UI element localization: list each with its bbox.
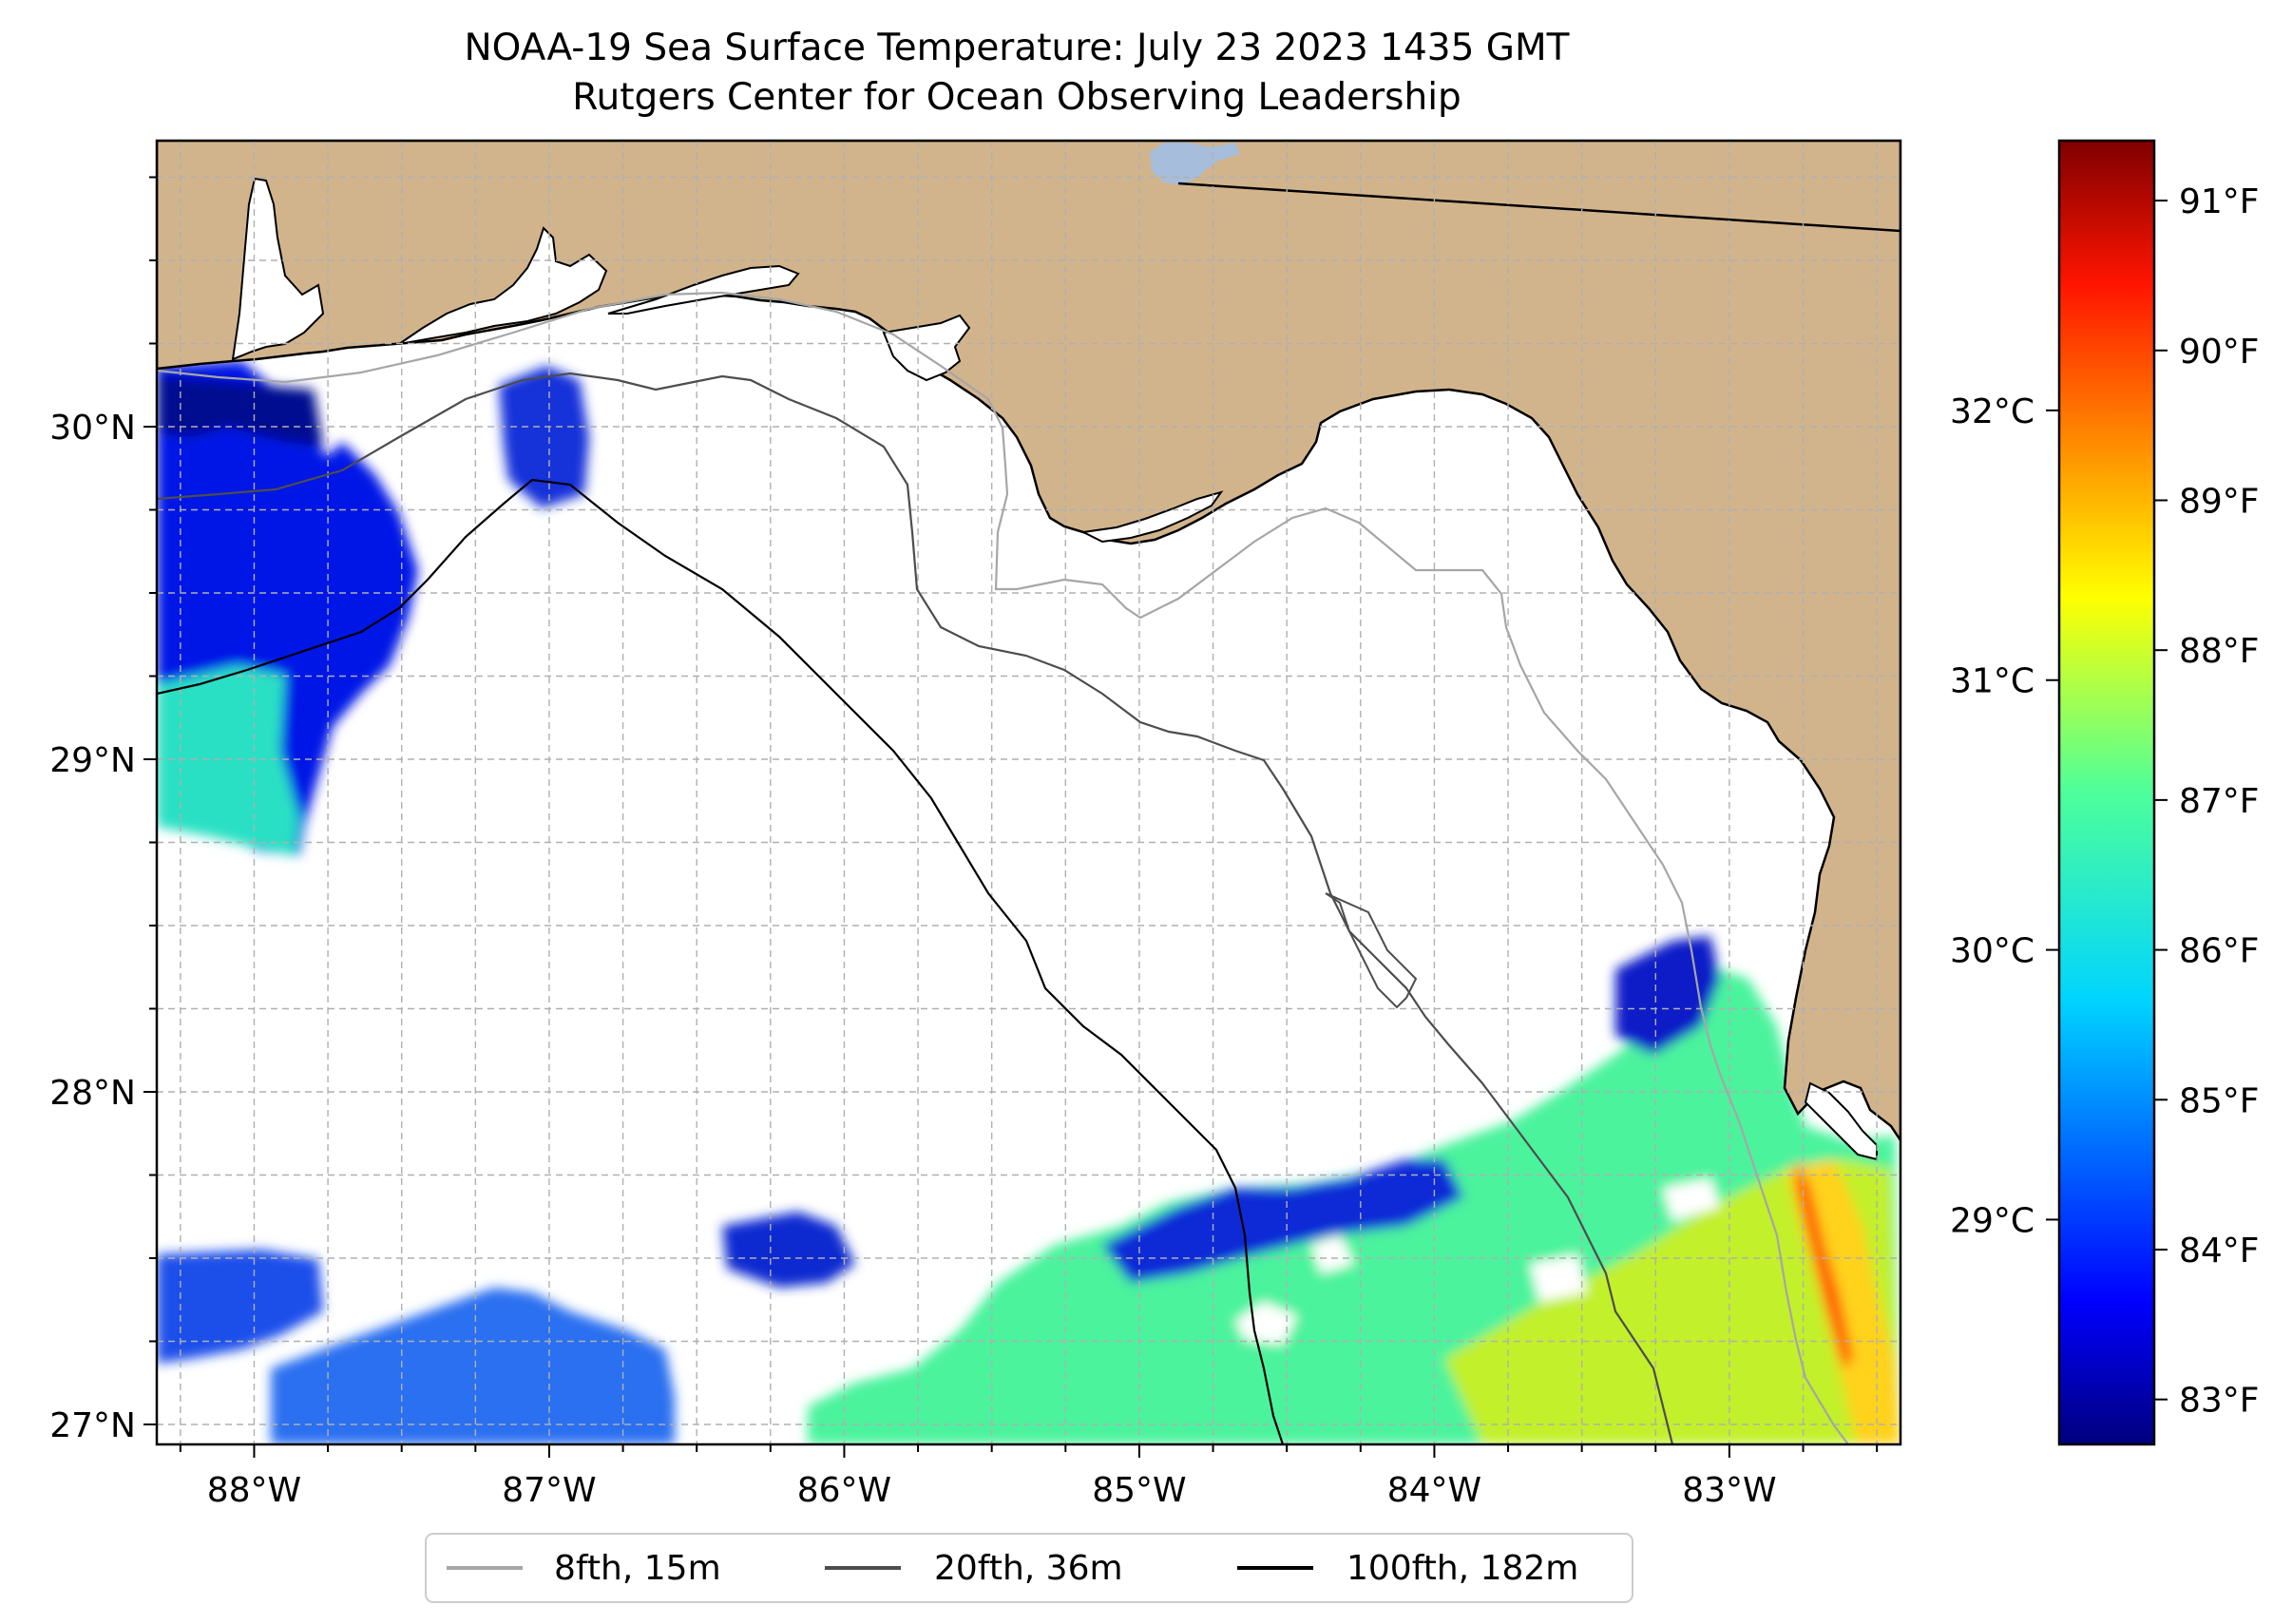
y-tick-label: 28°N <box>49 1074 136 1113</box>
pensacola-bay <box>398 226 608 345</box>
colorbar-f-label: 87°F <box>2179 782 2260 821</box>
land <box>157 141 1900 1143</box>
sst-coastal-hot <box>1796 1159 1853 1368</box>
sst-small-offshore <box>722 1212 855 1288</box>
sst-cloud-gaps <box>1235 1178 1720 1345</box>
colorbar-ticks: 83°F 84°F 85°F 86°F 87°F 88°F 89°F 90°F 91°F 29°C… <box>1950 182 2259 1421</box>
map-frame <box>155 139 1902 1446</box>
legend-box <box>425 1533 1633 1603</box>
sst-mobile-bay-patch <box>499 366 589 508</box>
colorbar-f-label: 90°F <box>2179 333 2260 372</box>
legend: 8fth, 15m 20fth, 36m 100fth, 182m <box>425 1533 1633 1603</box>
colorbar: 83°F 84°F 85°F 86°F 87°F 88°F 89°F 90°F 91°F 29°C… <box>1950 139 2260 1446</box>
x-tick-label: 83°W <box>1682 1471 1776 1510</box>
isobath-20fth-shoal <box>1325 892 1418 1009</box>
st-andrew-bay <box>882 314 971 382</box>
axis-ticks: 88°W 87°W 86°W 85°W 84°W 83°W 30°N 29°N 28°N 27°N <box>49 176 1879 1510</box>
colorbar-f-label: 89°F <box>2179 482 2260 521</box>
x-tick-label: 84°W <box>1387 1471 1481 1510</box>
colorbar-f-label: 91°F <box>2179 182 2260 221</box>
isobath-100fth-line <box>157 478 1285 1444</box>
choctawhatchee-bay <box>607 264 800 315</box>
x-tick-label: 88°W <box>207 1471 301 1510</box>
sst-southeast-cool-band <box>1102 1159 1463 1283</box>
y-tick-label: 29°N <box>49 741 136 780</box>
colorbar-gradient <box>2059 141 2154 1444</box>
state-boundary <box>1177 182 1900 233</box>
colorbar-f-label: 88°F <box>2179 632 2260 671</box>
chart-title: NOAA-19 Sea Surface Temperature: July 23… <box>464 27 1570 69</box>
colorbar-c-label: 30°C <box>1950 932 2034 971</box>
chart-subtitle: Rutgers Center for Ocean Observing Leade… <box>572 76 1461 119</box>
colorbar-f-label: 86°F <box>2179 932 2260 971</box>
y-tick-label: 30°N <box>49 409 136 448</box>
map-panel <box>157 141 1900 1444</box>
legend-label-20fth: 20fth, 36m <box>934 1549 1123 1588</box>
colorbar-c-label: 32°C <box>1950 392 2034 431</box>
sst-southeast-warm <box>1444 1159 1900 1444</box>
x-tick-label: 87°W <box>502 1471 596 1510</box>
map-gridlines <box>157 141 1900 1444</box>
colorbar-c-label: 31°C <box>1950 662 2034 701</box>
sst-western-shelf-warm <box>157 665 299 855</box>
sst-southwest-offshore <box>157 1250 323 1364</box>
x-tick-label: 86°W <box>797 1471 891 1510</box>
isobath-8fth-line <box>157 291 1849 1444</box>
legend-label-8fth: 8fth, 15m <box>554 1549 721 1588</box>
colorbar-f-label: 84°F <box>2179 1232 2260 1271</box>
x-tick-label: 85°W <box>1092 1471 1186 1510</box>
mobile-bay <box>231 177 325 361</box>
colorbar-c-label: 29°C <box>1950 1201 2034 1240</box>
lake <box>1150 143 1240 185</box>
isobath-20fth-line <box>157 372 1674 1444</box>
y-tick-label: 27°N <box>49 1406 136 1445</box>
colorbar-frame <box>2057 139 2156 1446</box>
legend-label-100fth: 100fth, 182m <box>1347 1549 1578 1588</box>
colorbar-f-label: 83°F <box>2179 1382 2260 1421</box>
sst-south-offshore <box>271 1288 675 1444</box>
sst-western-cool <box>157 375 323 447</box>
colorbar-f-label: 85°F <box>2179 1081 2260 1120</box>
sst-data-layer <box>157 361 1900 1444</box>
apalachicola-bay <box>1079 490 1224 544</box>
